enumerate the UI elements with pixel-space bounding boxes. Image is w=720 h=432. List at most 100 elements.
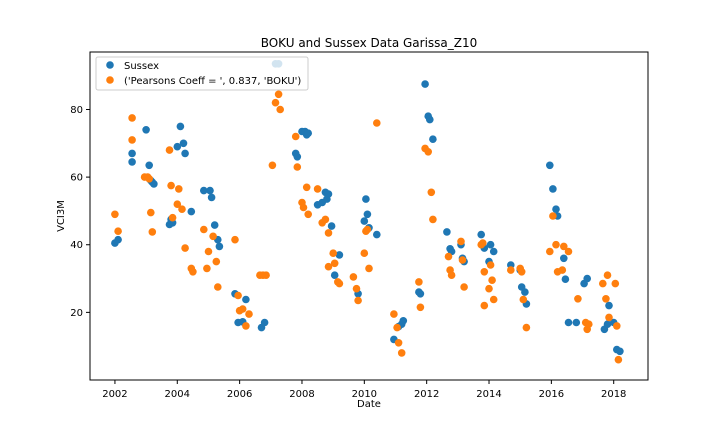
data-point-boku-100 [599, 279, 607, 288]
data-point-boku-9 [165, 146, 174, 154]
data-point-boku-57 [363, 225, 372, 234]
data-point-boku-14 [178, 205, 186, 213]
data-point-boku-21 [209, 232, 217, 241]
data-point-boku-82 [488, 276, 496, 285]
data-point-boku-60 [390, 310, 398, 318]
data-point-boku-67 [424, 148, 433, 156]
data-point-sussex-72 [489, 247, 498, 256]
data-point-sussex-28 [260, 318, 269, 327]
data-point-boku-2 [128, 114, 136, 122]
data-point-sussex-56 [416, 290, 425, 298]
data-point-sussex-89 [603, 320, 612, 329]
data-point-sussex-22 [215, 242, 224, 251]
data-point-sussex-87 [583, 274, 591, 283]
x-tick-label: 2012 [414, 389, 439, 400]
data-point-sussex-47 [362, 195, 370, 203]
data-point-boku-48 [329, 249, 338, 257]
axes-frame [89, 51, 649, 381]
data-point-boku-18 [200, 225, 208, 234]
legend-label-boku: ('Pearsons Coeff = ', 0.837, 'BOKU') [124, 76, 301, 87]
data-point-sussex-13 [176, 122, 185, 131]
data-point-boku-90 [549, 212, 557, 220]
data-point-boku-54 [354, 296, 362, 305]
plot-points [111, 60, 624, 364]
data-point-boku-83 [489, 295, 498, 304]
data-point-boku-53 [352, 284, 361, 293]
data-point-boku-93 [558, 266, 567, 274]
data-point-boku-95 [564, 247, 573, 256]
data-point-sussex-14 [179, 139, 188, 148]
data-point-boku-80 [485, 284, 493, 293]
data-point-sussex-76 [521, 288, 529, 296]
data-point-sussex-78 [546, 161, 554, 170]
data-point-boku-84 [507, 266, 515, 274]
data-point-boku-28 [242, 322, 250, 330]
data-point-sussex-20 [210, 221, 219, 229]
data-point-boku-61 [393, 323, 401, 332]
data-point-boku-104 [611, 279, 620, 288]
data-point-sussex-46 [360, 217, 369, 225]
x-tick-label: 2006 [227, 389, 252, 400]
data-point-sussex-79 [549, 185, 557, 193]
legend-marker-boku [106, 76, 114, 84]
data-point-sussex-60 [429, 135, 437, 143]
x-axis-ticks: 2002 2004 2006 2008 2010 2012 2014 2016 2018 [102, 380, 626, 400]
data-point-boku-41 [302, 183, 311, 192]
data-point-sussex-42 [327, 222, 336, 230]
x-tick-label: 2010 [352, 389, 377, 400]
data-point-boku-62 [394, 339, 403, 347]
data-point-boku-42 [304, 210, 313, 219]
data-point-sussex-43 [330, 271, 339, 280]
data-point-boku-8 [148, 228, 157, 236]
data-point-boku-43 [313, 185, 322, 193]
data-point-boku-38 [293, 163, 302, 171]
x-tick-label: 2018 [601, 389, 626, 400]
data-point-boku-34 [271, 98, 280, 107]
data-point-boku-40 [299, 203, 308, 212]
data-point-sussex-80 [552, 205, 560, 213]
data-point-sussex-44 [335, 251, 344, 259]
x-tick-label: 2002 [102, 389, 127, 400]
data-point-boku-23 [214, 283, 222, 291]
data-point-sussex-57 [421, 80, 429, 88]
data-point-boku-15 [181, 244, 189, 252]
y-tick-label: 60 [70, 173, 83, 184]
data-point-boku-3 [128, 136, 136, 144]
data-point-boku-73 [457, 237, 465, 246]
data-point-sussex-50 [373, 230, 381, 239]
data-point-sussex-16 [187, 207, 196, 216]
data-point-sussex-17 [200, 186, 208, 195]
y-tick-label: 80 [70, 105, 83, 116]
data-point-boku-10 [167, 181, 175, 190]
data-point-boku-49 [330, 259, 339, 268]
data-point-sussex-59 [426, 115, 434, 124]
x-tick-label: 2008 [289, 389, 314, 400]
data-point-boku-27 [238, 305, 247, 313]
data-point-boku-94 [560, 242, 568, 251]
data-point-boku-19 [203, 264, 211, 273]
data-point-boku-17 [189, 268, 197, 276]
x-tick-label: 2014 [476, 389, 501, 400]
legend-box [95, 56, 309, 91]
data-point-boku-29 [245, 310, 253, 318]
x-axis-label: Date [357, 399, 381, 410]
data-point-sussex-3 [128, 149, 136, 158]
data-point-boku-37 [291, 132, 300, 141]
data-point-sussex-83 [561, 275, 570, 284]
data-point-boku-70 [444, 252, 453, 261]
data-point-boku-1 [114, 227, 122, 235]
data-point-boku-102 [603, 271, 612, 280]
data-point-boku-89 [546, 247, 554, 256]
data-point-sussex-48 [363, 210, 372, 219]
data-point-boku-106 [614, 355, 623, 364]
data-point-sussex-36 [304, 129, 313, 137]
data-point-boku-78 [480, 268, 489, 276]
data-point-boku-72 [447, 271, 456, 280]
data-point-boku-77 [479, 239, 487, 247]
data-point-boku-52 [349, 273, 358, 281]
data-point-boku-35 [274, 90, 283, 99]
data-point-boku-33 [268, 161, 277, 170]
data-point-boku-45 [321, 215, 330, 224]
x-tick-label: 2016 [539, 389, 564, 400]
data-point-boku-32 [262, 271, 270, 280]
